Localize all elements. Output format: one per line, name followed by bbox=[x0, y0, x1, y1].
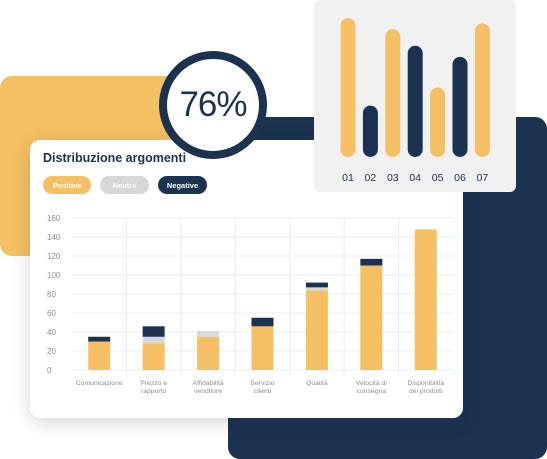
filter-positive-button[interactable]: Positive bbox=[43, 176, 91, 194]
y-tick-label: 60 bbox=[47, 309, 56, 318]
x-tick-label: 03 bbox=[387, 172, 399, 184]
bar-positive bbox=[305, 290, 328, 370]
x-tick-label: 07 bbox=[477, 172, 489, 184]
x-tick-label: 02 bbox=[365, 172, 377, 184]
x-tick-label: 06 bbox=[454, 172, 466, 184]
x-category-label-line: Qualità bbox=[306, 380, 328, 387]
card-title: Distribuzione argomenti bbox=[43, 151, 187, 165]
x-category-label-line: Prezzo e bbox=[140, 380, 167, 387]
x-category-label-line: clienti bbox=[254, 388, 272, 395]
weekly-bar-chart: 01 02 03 04 05 06 07 bbox=[340, 18, 490, 184]
bar-neutre bbox=[305, 287, 328, 291]
x-category-label-line: rapporto bbox=[141, 388, 167, 395]
topic-distribution-card: Distribuzione argomenti Positive Neutre … bbox=[30, 140, 463, 418]
x-tick-label: 04 bbox=[409, 172, 421, 184]
y-tick-label: 100 bbox=[47, 271, 61, 280]
y-tick-label: 140 bbox=[47, 233, 61, 242]
bar-neutre bbox=[142, 336, 165, 344]
bar-positive bbox=[251, 326, 274, 370]
x-category-label: Affidabilità venditore bbox=[192, 380, 223, 395]
y-tick-label: 80 bbox=[47, 290, 56, 299]
bar-05 bbox=[430, 87, 446, 157]
bar-02 bbox=[362, 105, 378, 157]
topic-stacked-bar-chart: 0 20 40 60 80 100 120 140 160 Comunicazione Prezzo… bbox=[47, 214, 453, 395]
bar-01 bbox=[340, 18, 356, 157]
bar-07 bbox=[474, 23, 490, 158]
x-tick-label: 05 bbox=[432, 172, 444, 184]
bar-positive bbox=[142, 343, 165, 370]
x-category-label-line: Disponibilità bbox=[407, 380, 444, 387]
x-category-label: Servizio clienti bbox=[250, 380, 274, 395]
x-category-label: Velocità di consegna bbox=[356, 380, 387, 395]
x-category-label: Disponibilità dei prodotti bbox=[407, 380, 444, 395]
x-category-label-line: venditore bbox=[194, 388, 222, 395]
filter-negative-button[interactable]: Negative bbox=[158, 176, 207, 194]
x-category-label-line: Servizio bbox=[250, 380, 274, 387]
x-category-label: Prezzo e rapporto bbox=[140, 380, 167, 395]
weekly-bar-card: 01 02 03 04 05 06 07 bbox=[314, 0, 516, 192]
filter-neutral-button[interactable]: Neutre bbox=[100, 176, 149, 194]
x-tick-label: 01 bbox=[342, 172, 354, 184]
bar-negative bbox=[305, 282, 328, 288]
y-tick-label: 160 bbox=[47, 214, 61, 223]
bar-positive bbox=[197, 336, 220, 370]
x-category-label-line: Affidabilità bbox=[192, 380, 223, 387]
bar-positive bbox=[88, 341, 111, 370]
y-tick-label: 20 bbox=[47, 347, 56, 356]
bar-03 bbox=[385, 29, 401, 157]
y-tick-label: 40 bbox=[47, 328, 56, 337]
bar-negative bbox=[251, 317, 274, 327]
x-category-label-line: consegna bbox=[357, 388, 387, 395]
bar-positive bbox=[414, 229, 437, 370]
bar-neutre bbox=[197, 331, 220, 337]
bar-negative bbox=[142, 326, 165, 337]
x-category-label-line: dei prodotti bbox=[409, 388, 443, 395]
bar-04 bbox=[407, 45, 423, 157]
x-category-label-line: Comunicazione bbox=[76, 380, 123, 387]
bar-negative bbox=[88, 336, 111, 342]
x-category-label: Comunicazione bbox=[76, 380, 123, 387]
x-category-label: Qualità bbox=[306, 380, 328, 387]
y-tick-label: 0 bbox=[47, 366, 52, 375]
bar-positive bbox=[360, 265, 383, 370]
y-tick-label: 120 bbox=[47, 252, 61, 261]
x-category-label-line: Velocità di bbox=[356, 380, 387, 387]
bar-06 bbox=[452, 56, 468, 157]
score-value: 76% bbox=[179, 85, 247, 124]
bar-negative bbox=[360, 258, 383, 266]
score-badge: 76% bbox=[159, 51, 267, 159]
